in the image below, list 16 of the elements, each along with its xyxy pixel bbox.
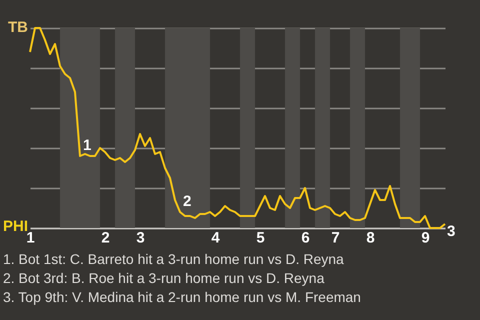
text: 2. Bot 3rd: B. Roe hit a 3-run home run vs D. Reyna: [2, 270, 325, 286]
text: PHI: [2, 218, 28, 235]
x-tick-label: 1: [26, 230, 35, 246]
x-tick-label: 2: [101, 230, 110, 246]
annotation: 1: [83, 137, 92, 154]
x-tick-label: 8: [366, 230, 375, 246]
x-tick-label: 5: [256, 230, 265, 246]
text: 1. Bot 1st: C. Barreto hit a 3-run home run vs D. Reyna: [2, 251, 344, 267]
x-tick-label: 6: [301, 230, 310, 246]
text: 3. Top 9th: V. Medina hit a 2-run home run vs M. Freeman: [2, 289, 361, 305]
annotation: 2: [183, 193, 192, 210]
x-tick-label: 3: [136, 230, 145, 246]
x-tick-label: 4: [211, 230, 220, 246]
x-tick-label: 9: [421, 230, 430, 246]
x-tick-label: 7: [331, 230, 340, 246]
text: TB: [8, 19, 28, 36]
